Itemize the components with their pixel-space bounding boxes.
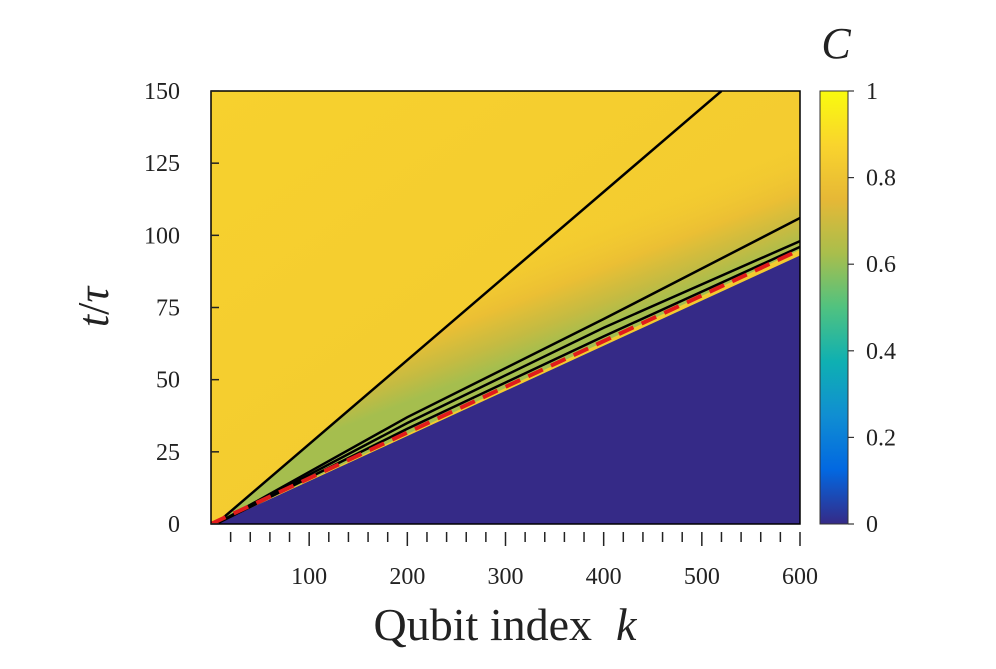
x-tick-label: 600 (782, 564, 818, 590)
heatmap-lower-region (215, 255, 800, 524)
y-tick-label: 150 (144, 79, 180, 105)
y-axis-var: t (69, 313, 118, 327)
x-axis-title: Qubit index k (374, 599, 638, 650)
y-tick-label: 100 (144, 223, 180, 249)
y-axis-title: t/τ (69, 285, 118, 327)
x-axis: 100 200 300 400 500 600 (229, 532, 818, 590)
y-axis: 0 25 50 75 100 125 150 (144, 79, 219, 538)
colorbar-ticks: 0 0.2 0.4 0.6 0.8 1 (848, 79, 896, 538)
y-tick-label: 125 (144, 151, 180, 177)
contour-line-1 (215, 91, 723, 524)
y-tick-label: 50 (156, 368, 180, 394)
y-tick-label: 75 (156, 296, 180, 322)
colorbar-tick-label: 0 (866, 512, 878, 538)
contour-line-2 (215, 216, 800, 524)
y-tick-label: 25 (156, 440, 180, 466)
colorbar-tick-label: 0.8 (866, 166, 896, 192)
colorbar-tick-label: 0.2 (866, 425, 896, 451)
x-tick-label: 500 (684, 564, 720, 590)
y-axis-unit: τ (69, 285, 118, 303)
contour-line-3 (215, 239, 800, 524)
colorbar (819, 90, 849, 525)
colorbar-tick-label: 0.4 (866, 339, 896, 365)
x-tick-label: 300 (488, 564, 524, 590)
x-axis-title-text: Qubit index (374, 599, 592, 650)
x-tick-label: 400 (586, 564, 622, 590)
x-tick-label: 100 (291, 564, 327, 590)
colorbar-title: C (821, 19, 851, 68)
heatmap-area (211, 91, 800, 524)
y-axis-sep: / (69, 302, 118, 315)
x-axis-var: k (616, 599, 638, 650)
colorbar-tick-label: 0.6 (866, 252, 896, 278)
heatmap-front-band (215, 91, 800, 524)
x-tick-label: 200 (389, 564, 425, 590)
colorbar-tick-label: 1 (866, 79, 878, 105)
y-tick-label: 0 (168, 512, 180, 538)
front-line-dashed (211, 247, 800, 524)
